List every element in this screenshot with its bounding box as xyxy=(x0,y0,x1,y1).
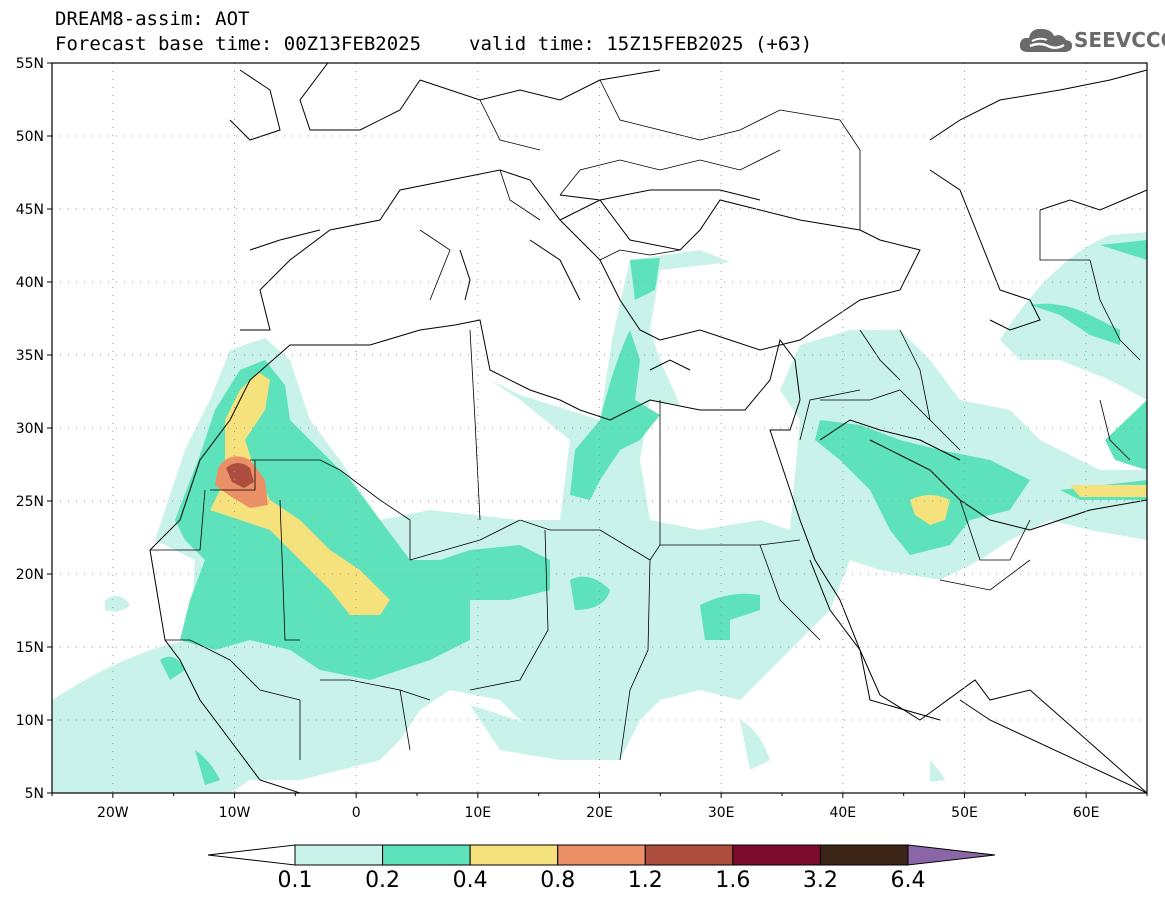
logo-text: SEEVCCC xyxy=(1074,28,1165,52)
colorbar-bin xyxy=(382,844,471,866)
country-borders xyxy=(150,79,1141,761)
lat-tick-label: 35N xyxy=(16,348,44,364)
colorbar-bin xyxy=(819,844,909,866)
lon-tick-label: 40E xyxy=(829,805,856,821)
axis-ticks: 20W 10W 0 10E 20E 30E 40E 50E 60E 55N 50N 45N 40N 35N… xyxy=(16,56,1148,821)
colorbar-label: 1.6 xyxy=(715,868,751,893)
lon-tick-label: 60E xyxy=(1073,805,1100,821)
colorbar-label: 1.2 xyxy=(627,868,663,893)
lon-tick-label: 50E xyxy=(951,805,978,821)
colorbar-label: 3.2 xyxy=(802,868,838,893)
lat-tick-label: 40N xyxy=(16,275,44,291)
colorbar-bin xyxy=(557,844,646,866)
lat-tick-label: 50N xyxy=(16,129,44,145)
valid-time: valid time: 15Z15FEB2025 (+63) xyxy=(469,33,813,55)
aot-field-1.2 xyxy=(226,463,254,488)
seevccc-logo: SEEVCCC xyxy=(1018,24,1165,58)
lat-tick-label: 20N xyxy=(16,567,44,583)
colorbar-label: 6.4 xyxy=(890,868,926,893)
colorbar-label: 0.2 xyxy=(365,868,401,893)
chart-title: DREAM8-assim: AOT xyxy=(55,8,250,30)
lon-tick-label: 10E xyxy=(464,805,491,821)
lat-tick-label: 55N xyxy=(16,56,44,72)
lat-tick-label: 45N xyxy=(16,202,44,218)
lat-tick-label: 15N xyxy=(16,640,44,656)
time-line: Forecast base time: 00Z13FEB2025 valid ti… xyxy=(55,33,812,55)
lat-tick-label: 10N xyxy=(16,713,44,729)
lon-tick-label: 20W xyxy=(97,805,129,821)
lon-tick-label: 10W xyxy=(219,805,251,821)
aot-field-0.2 xyxy=(160,240,1147,785)
lat-tick-label: 25N xyxy=(16,494,44,510)
colorbar-over-triangle xyxy=(907,844,996,866)
lat-tick-label: 30N xyxy=(16,421,44,437)
lon-tick-label: 0 xyxy=(352,805,361,821)
colorbar-bin xyxy=(294,844,384,866)
colorbar-bin xyxy=(469,844,559,866)
lon-tick-label: 30E xyxy=(708,805,735,821)
coastlines xyxy=(149,63,1147,793)
colorbar-bin xyxy=(644,844,734,866)
colorbar-bin xyxy=(732,844,821,866)
colorbar-label: 0.1 xyxy=(277,868,313,893)
map-grid xyxy=(52,63,1147,793)
cloud-icon xyxy=(1019,28,1073,52)
colorbar-label: 0.4 xyxy=(452,868,488,893)
lon-tick-label: 20E xyxy=(586,805,613,821)
colorbar xyxy=(207,844,996,866)
colorbar-under-triangle xyxy=(207,844,296,866)
lat-tick-label: 5N xyxy=(25,786,44,802)
colorbar-label: 0.8 xyxy=(540,868,576,893)
forecast-base-time: Forecast base time: 00Z13FEB2025 xyxy=(55,33,422,55)
